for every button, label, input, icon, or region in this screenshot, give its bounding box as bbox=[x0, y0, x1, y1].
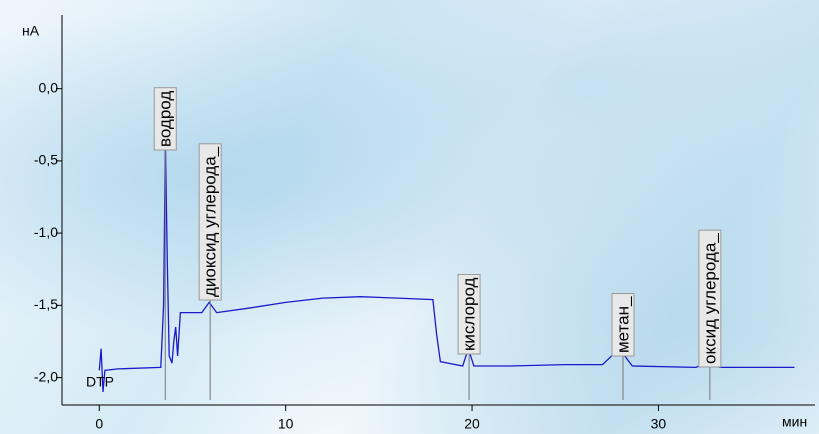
marker-label: DTP bbox=[86, 374, 114, 390]
peak-label: кислород bbox=[460, 277, 479, 351]
peak-label-box bbox=[611, 293, 635, 357]
y-tick-label: -2,0 bbox=[34, 368, 58, 384]
x-tick-label: 10 bbox=[278, 416, 294, 432]
peak-label-box bbox=[698, 229, 722, 368]
y-tick-label: -1,0 bbox=[34, 224, 58, 240]
y-tick-label: -0,5 bbox=[34, 152, 58, 168]
trace bbox=[98, 143, 795, 393]
x-axis-label: мин bbox=[782, 414, 807, 430]
y-axis-label: нА bbox=[22, 23, 40, 39]
y-tick-label: -1,5 bbox=[34, 296, 58, 312]
peak-label-box bbox=[457, 274, 481, 355]
x-tick-label: 20 bbox=[464, 416, 480, 432]
x-tick-label: 30 bbox=[651, 416, 667, 432]
peak-label-box bbox=[198, 143, 222, 301]
peak-label: оксид углерода_ bbox=[700, 233, 719, 364]
peak-label: метан_ bbox=[614, 296, 633, 353]
peak-label: диоксид углерода_ bbox=[201, 146, 220, 297]
y-tick-label: 0,0 bbox=[39, 79, 59, 95]
peak-label-box bbox=[153, 87, 177, 151]
peak-label: водрод bbox=[156, 91, 175, 147]
x-tick-label: 0 bbox=[95, 416, 103, 432]
